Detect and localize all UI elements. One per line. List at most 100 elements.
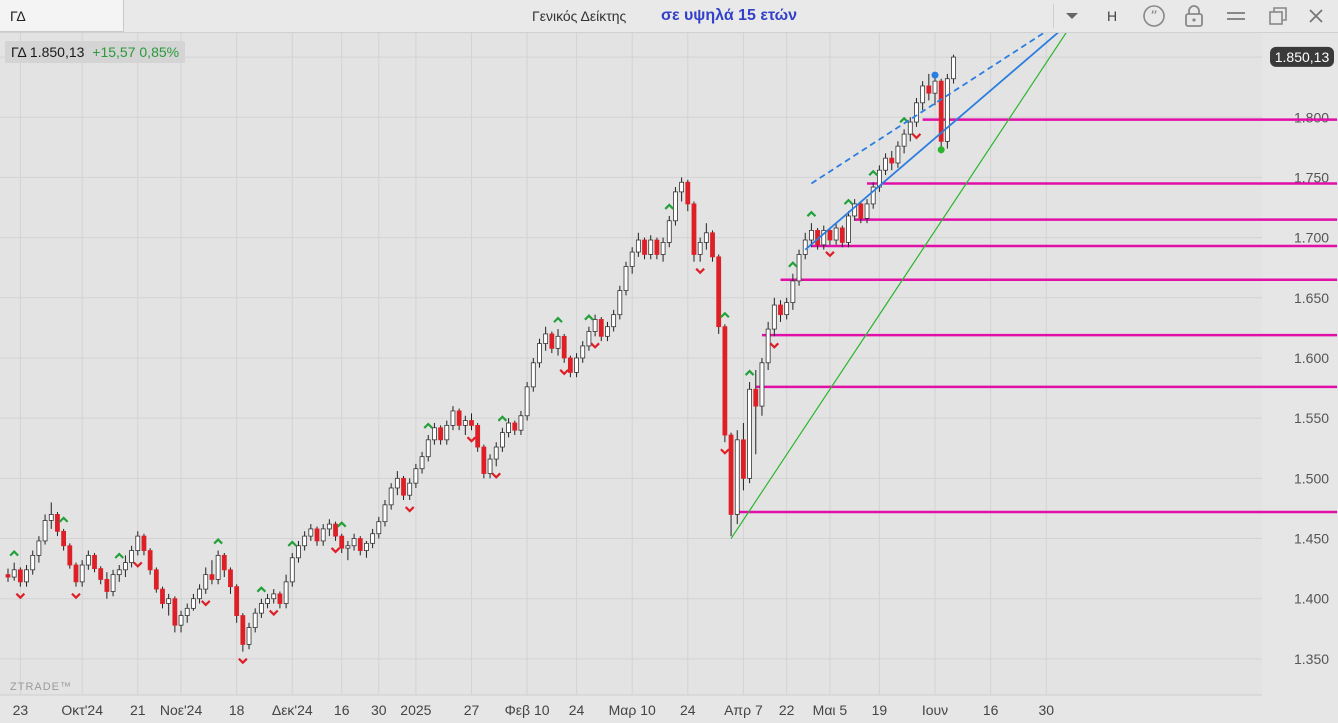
- candle-body[interactable]: [370, 533, 376, 544]
- candle-body[interactable]: [296, 545, 301, 559]
- candle-body[interactable]: [506, 422, 511, 434]
- candle-body[interactable]: [153, 569, 159, 590]
- candle-body[interactable]: [333, 523, 338, 537]
- period-button[interactable]: H: [1106, 8, 1118, 24]
- candle-body[interactable]: [685, 181, 691, 205]
- candle-body[interactable]: [864, 203, 870, 219]
- candle-body[interactable]: [469, 420, 474, 426]
- candle-body[interactable]: [895, 145, 901, 164]
- candle-body[interactable]: [413, 468, 419, 484]
- candle-body[interactable]: [666, 220, 672, 243]
- candle-body[interactable]: [190, 598, 196, 609]
- candle-body[interactable]: [228, 569, 233, 588]
- candle-body[interactable]: [710, 232, 715, 258]
- candle-body[interactable]: [629, 251, 635, 267]
- lock-button[interactable]: [1176, 0, 1212, 32]
- candle-body[interactable]: [48, 514, 54, 521]
- candle-body[interactable]: [481, 446, 487, 474]
- candle-body[interactable]: [110, 574, 116, 592]
- candle-body[interactable]: [172, 598, 178, 626]
- candle-body[interactable]: [932, 80, 938, 94]
- candle-body[interactable]: [252, 612, 258, 628]
- candle-body[interactable]: [382, 504, 388, 523]
- candle-body[interactable]: [784, 302, 790, 316]
- candle-body[interactable]: [543, 333, 549, 344]
- anchor-point[interactable]: [937, 146, 945, 154]
- candle-body[interactable]: [673, 191, 678, 222]
- trendline-green[interactable]: [730, 33, 1077, 539]
- price-chart[interactable]: 1.350 1.400 1.450 1.500 1.550 1.600 1.650 1.700…: [0, 33, 1338, 723]
- candle-body[interactable]: [580, 345, 586, 359]
- restore-button[interactable]: [1260, 0, 1296, 32]
- candle-body[interactable]: [722, 326, 728, 436]
- candle-body[interactable]: [796, 254, 802, 282]
- close-button[interactable]: [1298, 0, 1334, 32]
- candle-body[interactable]: [598, 319, 604, 337]
- candle-body[interactable]: [883, 157, 888, 171]
- candle-body[interactable]: [938, 80, 944, 142]
- candle-body[interactable]: [11, 569, 17, 578]
- candle-body[interactable]: [611, 314, 617, 328]
- candle-body[interactable]: [388, 487, 394, 506]
- candle-body[interactable]: [258, 603, 264, 614]
- candle-body[interactable]: [67, 545, 73, 566]
- candle-body[interactable]: [215, 554, 221, 580]
- candle-body[interactable]: [283, 581, 289, 604]
- candle-body[interactable]: [339, 535, 345, 549]
- candle-body[interactable]: [691, 203, 697, 255]
- candle-body[interactable]: [98, 568, 104, 580]
- candle-body[interactable]: [419, 456, 425, 470]
- candle-body[interactable]: [197, 588, 202, 600]
- candle-body[interactable]: [765, 328, 771, 364]
- candle-body[interactable]: [394, 477, 400, 489]
- candle-body[interactable]: [61, 530, 67, 547]
- candle-body[interactable]: [475, 424, 481, 448]
- candle-body[interactable]: [5, 574, 11, 578]
- candle-body[interactable]: [265, 598, 270, 604]
- candle-body[interactable]: [30, 554, 36, 571]
- candle-body[interactable]: [24, 569, 29, 583]
- candle-body[interactable]: [240, 615, 246, 645]
- candle-body[interactable]: [55, 514, 60, 532]
- candle-body[interactable]: [36, 540, 42, 556]
- candle-body[interactable]: [444, 424, 450, 441]
- candle-body[interactable]: [914, 102, 919, 123]
- candle-body[interactable]: [827, 229, 833, 241]
- candle-body[interactable]: [870, 186, 876, 205]
- candle-body[interactable]: [759, 362, 765, 407]
- candle-body[interactable]: [809, 229, 814, 241]
- anchor-point[interactable]: [931, 71, 939, 79]
- candle-body[interactable]: [326, 523, 332, 530]
- candle-body[interactable]: [345, 545, 351, 549]
- candle-body[interactable]: [116, 569, 122, 576]
- candle-body[interactable]: [771, 304, 777, 330]
- candle-body[interactable]: [778, 304, 783, 316]
- candle-body[interactable]: [635, 239, 641, 253]
- candle-body[interactable]: [951, 56, 956, 80]
- candle-body[interactable]: [512, 422, 518, 431]
- candle-body[interactable]: [524, 386, 530, 417]
- candle-body[interactable]: [104, 579, 110, 592]
- candle-body[interactable]: [178, 615, 184, 626]
- candle-body[interactable]: [135, 535, 141, 551]
- candle-body[interactable]: [184, 607, 190, 616]
- candle-body[interactable]: [697, 242, 703, 255]
- candle-body[interactable]: [537, 343, 542, 364]
- time-axis[interactable]: [0, 695, 1262, 723]
- candle-body[interactable]: [642, 239, 647, 255]
- candle-body[interactable]: [129, 550, 135, 564]
- candle-body[interactable]: [574, 357, 579, 373]
- candle-body[interactable]: [425, 439, 431, 458]
- candle-body[interactable]: [277, 593, 283, 604]
- price-axis[interactable]: [1262, 33, 1338, 723]
- candle-body[interactable]: [858, 203, 864, 219]
- candle-body[interactable]: [438, 427, 444, 441]
- minimize-button[interactable]: [1218, 0, 1254, 32]
- symbol-tab[interactable]: ΓΔ: [0, 0, 124, 32]
- candle-body[interactable]: [221, 554, 227, 571]
- candle-body[interactable]: [17, 569, 23, 583]
- candle-body[interactable]: [234, 586, 240, 616]
- candle-body[interactable]: [802, 239, 808, 255]
- candle-body[interactable]: [314, 528, 320, 542]
- candle-body[interactable]: [85, 554, 91, 566]
